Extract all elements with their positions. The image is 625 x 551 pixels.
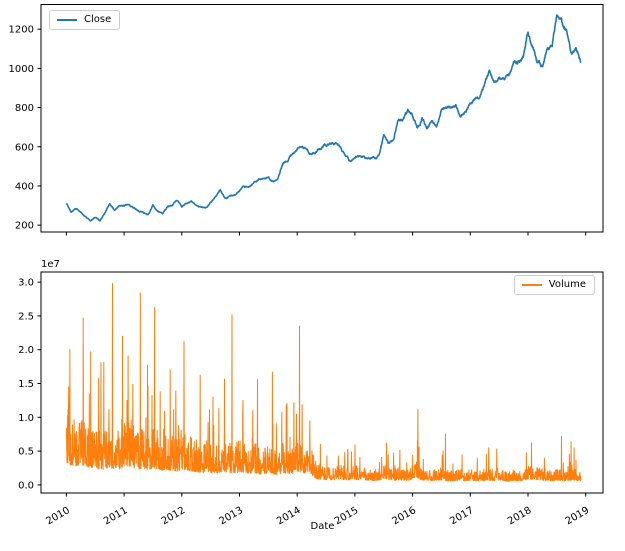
volume-line-swatch <box>521 284 542 286</box>
x-axis-title: Date <box>310 521 335 532</box>
y-tick-label: 1.5 <box>18 379 34 390</box>
close-price-line <box>65 14 582 222</box>
legend-volume: Volume <box>513 275 595 295</box>
y-tick-label: 2.5 <box>18 311 34 322</box>
y-tick-label: 1200 <box>9 25 34 36</box>
y-tick-label: 2.0 <box>18 345 34 356</box>
y-tick-label: 3.0 <box>18 278 34 289</box>
legend-close: Close <box>49 10 121 30</box>
y-tick-label: 1.0 <box>18 413 34 424</box>
y-tick-label: 200 <box>15 221 34 232</box>
close-line-swatch <box>57 19 77 21</box>
y-tick-label: 400 <box>15 181 34 192</box>
legend-volume-label: Volume <box>548 279 586 290</box>
volume-axes-border <box>40 271 604 494</box>
y-tick-label: 0.5 <box>18 447 34 458</box>
legend-close-label: Close <box>84 14 112 25</box>
y-tick-label: 800 <box>15 103 34 114</box>
y-tick-label: 0.0 <box>18 480 34 491</box>
volume-line <box>65 283 582 482</box>
y-tick-label: 1000 <box>9 64 34 75</box>
y-axis-offset-label: 1e7 <box>41 259 60 270</box>
price-axes-border <box>40 4 604 233</box>
y-tick-label: 600 <box>15 142 34 153</box>
